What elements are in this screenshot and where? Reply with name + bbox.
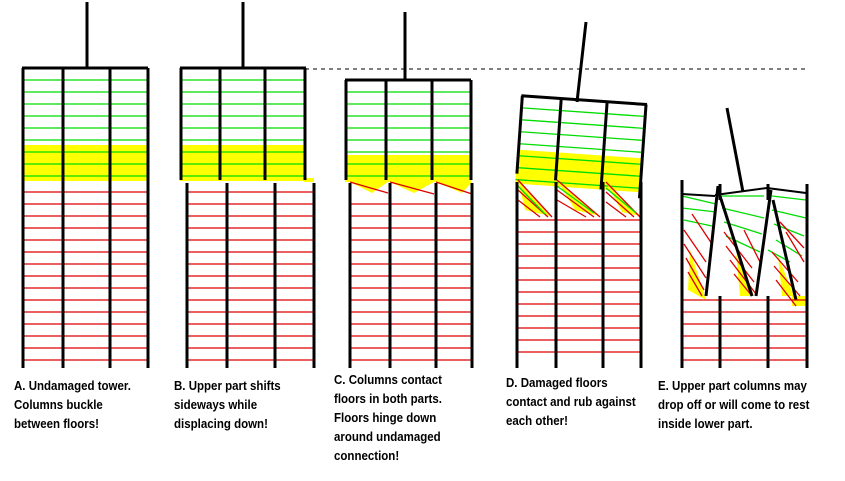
caption-stage-d: D. Damaged floors contact and rub agains… — [506, 376, 636, 428]
stage-a-damage-zone — [22, 145, 148, 181]
stage-e-tower — [680, 107, 809, 368]
stage-e-lower-floors — [681, 299, 808, 361]
stage-c-lower-floors — [350, 203, 472, 361]
caption-stage-e: E. Upper part columns may drop off or wi… — [658, 379, 810, 431]
caption-stage-a: A. Undamaged tower. Columns buckle betwe… — [14, 379, 131, 431]
stage-d-lower-floors — [517, 219, 641, 353]
stage-b-upper-floors — [180, 79, 306, 177]
stage-c-damage-zone — [345, 155, 471, 182]
stage-d-antenna — [575, 21, 588, 103]
caption-stage-b: B. Upper part shifts sideways while disp… — [174, 379, 281, 431]
stage-d-upper-block — [515, 94, 648, 199]
stage-b-columns — [179, 2, 316, 368]
stage-a-upper-floors — [22, 79, 148, 177]
stage-a-lower-floors — [22, 191, 148, 361]
stage-a-columns — [21, 2, 150, 368]
stage-c-upper-floors — [345, 91, 471, 177]
stage-c-tower — [344, 12, 474, 368]
stage-e-roof — [681, 187, 807, 197]
stage-d-tower — [515, 21, 648, 368]
stage-e-debris — [681, 195, 807, 307]
stage-e-columns — [680, 180, 809, 368]
stage-d-columns — [515, 182, 643, 368]
stage-b-lower-floors — [187, 191, 314, 361]
stage-a-tower — [21, 2, 150, 368]
stage-d-hinged-floors — [517, 179, 641, 218]
stage-e-tilted-columns — [704, 185, 798, 301]
stage-c-hinged-floors — [349, 181, 473, 195]
stage-b-tower — [179, 2, 316, 368]
stage-c-columns — [344, 12, 474, 368]
caption-stage-c: C. Columns contact floors in both parts.… — [334, 373, 442, 463]
stage-b-damage-zone — [180, 145, 306, 181]
stage-e-antenna — [725, 107, 745, 193]
